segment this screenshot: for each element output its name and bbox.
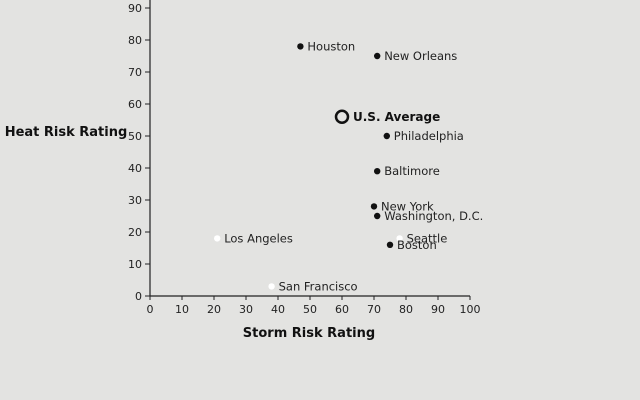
data-point-label: Baltimore [384,164,440,178]
data-point [370,203,378,210]
x-tick-label: 80 [399,303,413,316]
data-point-group: Seattle [396,231,447,245]
data-point-group: Baltimore [374,164,440,178]
x-tick-label: 100 [460,303,481,316]
y-tick-label: 60 [128,98,142,111]
data-point [386,241,394,248]
y-tick-label: 0 [135,290,142,303]
data-point-group: San Francisco [268,279,358,293]
x-tick-label: 30 [239,303,253,316]
average-point [334,109,350,125]
data-point-label: Seattle [407,231,448,245]
data-point [374,212,381,220]
x-tick-label: 50 [303,303,317,316]
data-point [214,235,221,242]
data-point-group: Philadelphia [383,129,464,143]
x-tick-label: 70 [367,303,381,316]
data-point-group: Washington, D.C. [374,209,483,223]
ticks: 0 10 20 30 40 50 60 70 80 90 100 0 10 20 30 40 50 60 70 80 9… [128,2,481,316]
data-point [383,132,390,140]
data-point [374,168,381,175]
data-point [297,43,304,50]
x-tick-label: 90 [431,303,445,316]
data-points: Houston New Orleans U.S. Average Philadelph… [214,39,483,293]
data-point-group: New Orleans [374,49,457,63]
y-tick-label: 20 [128,226,142,239]
y-tick-label: 70 [128,66,142,79]
data-point-group: U.S. Average [334,109,440,125]
data-point-label: Boston [397,238,437,252]
data-point-label: Los Angeles [224,231,293,245]
data-point [396,235,403,242]
data-point-label: New Orleans [384,49,457,63]
y-tick-label: 40 [128,162,142,175]
data-point-label: U.S. Average [353,110,440,124]
x-axis-title: Storm Risk Rating [243,326,375,341]
data-point [268,283,275,290]
y-tick-label: 50 [128,130,142,143]
data-point-label: San Francisco [279,279,358,293]
data-point [374,52,381,60]
y-tick-label: 90 [128,2,142,15]
data-point-label: New York [381,199,434,213]
x-tick-label: 0 [147,303,154,316]
data-point-group: Los Angeles [214,231,293,245]
data-point-group: Boston [386,238,437,252]
x-tick-label: 20 [207,303,221,316]
y-axis-title: Heat Risk Rating [5,125,128,140]
data-point-group: Houston [297,39,355,53]
data-point-label: Washington, D.C. [384,209,483,223]
y-tick-label: 10 [128,258,142,271]
data-point-label: Houston [307,39,355,53]
y-tick-label: 30 [128,194,142,207]
x-tick-label: 10 [175,303,189,316]
data-point-group: New York [370,199,434,213]
data-point-label: Philadelphia [394,129,464,143]
x-tick-label: 60 [335,303,349,316]
y-tick-label: 80 [128,34,142,47]
x-tick-label: 40 [271,303,285,316]
